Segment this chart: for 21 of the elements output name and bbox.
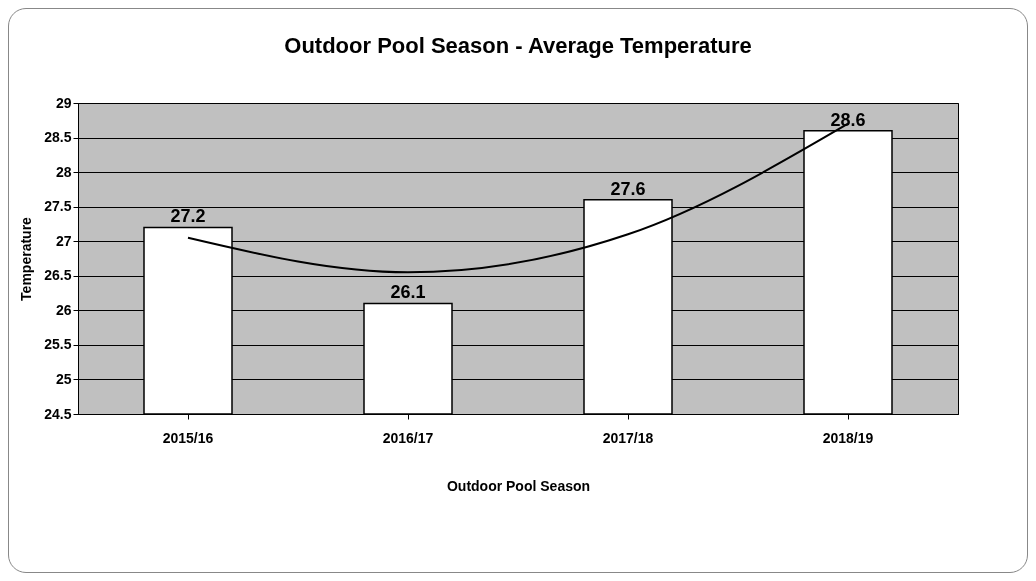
y-tick-label: 26 [55, 301, 72, 318]
y-tick-label: 24.5 [44, 405, 72, 422]
y-tick-label: 29 [55, 94, 72, 111]
y-tick-label: 27.5 [44, 198, 72, 215]
y-tick-label: 25.5 [44, 336, 72, 353]
y-tick-label: 28 [55, 163, 72, 180]
data-label: 27.6 [610, 178, 646, 199]
y-tick-label: 26.5 [44, 267, 72, 284]
y-tick-label: 27 [55, 232, 72, 249]
x-axis-title: Outdoor Pool Season [446, 477, 591, 494]
x-tick-label: 2018/19 [822, 429, 874, 446]
x-tick-label: 2017/18 [602, 429, 654, 446]
chart-title: Outdoor Pool Season - Average Temperature [284, 33, 752, 58]
x-tick-label: 2015/16 [162, 429, 214, 446]
data-label: 28.6 [830, 109, 866, 130]
data-label: 26.1 [390, 282, 426, 303]
data-label: 27.2 [170, 206, 206, 227]
x-tick-label: 2016/17 [382, 429, 434, 446]
y-axis-title: Temperature [18, 216, 35, 301]
y-tick-label: 25 [55, 370, 72, 387]
y-tick-label: 28.5 [44, 129, 72, 146]
